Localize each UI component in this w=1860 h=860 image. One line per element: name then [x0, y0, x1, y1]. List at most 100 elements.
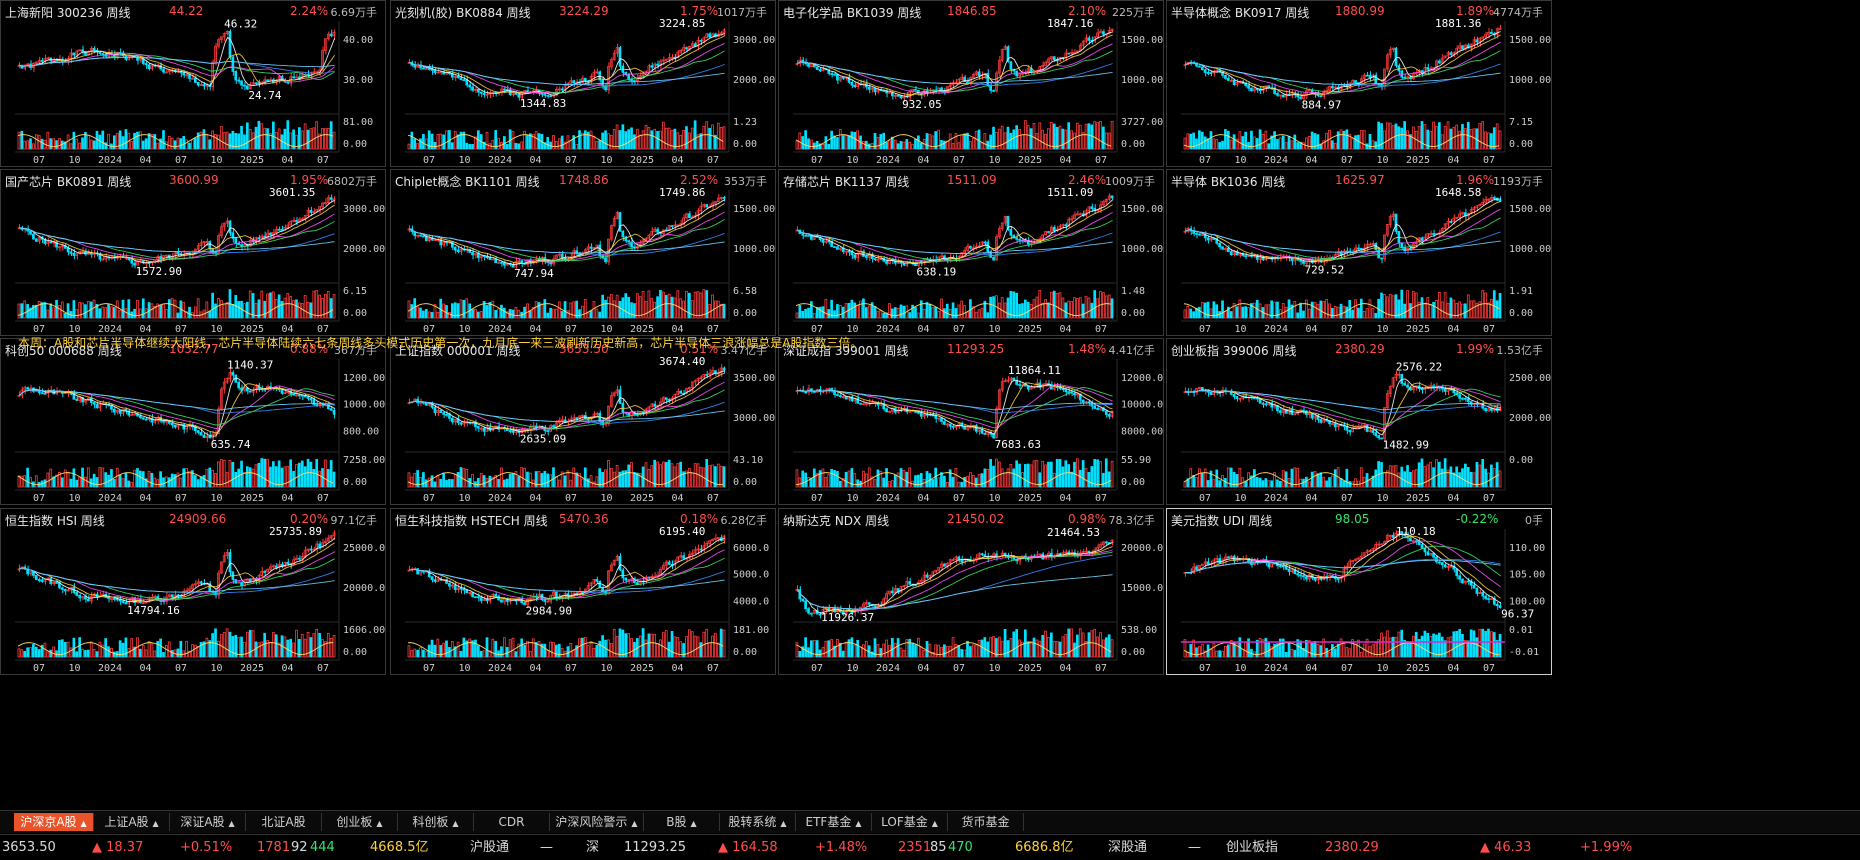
volume-bar — [668, 460, 670, 487]
volume-bar — [1036, 461, 1038, 487]
volume-bar — [903, 470, 905, 487]
moving-average-line — [797, 230, 1112, 253]
y-tick-label: 1500.00 — [1121, 35, 1163, 46]
candle-body — [619, 556, 621, 569]
candle-body — [501, 262, 503, 263]
volume-bar — [579, 131, 581, 149]
volume-bar — [322, 128, 324, 149]
candle-body — [1079, 45, 1081, 51]
candle-body — [1467, 399, 1469, 402]
volume-bar — [949, 309, 951, 318]
volume-bar — [1013, 130, 1015, 149]
volume-bar — [686, 291, 688, 318]
moving-average-line — [797, 35, 1112, 95]
candle-body — [723, 368, 725, 370]
volume-bar — [1245, 307, 1247, 318]
volume-bar — [165, 309, 167, 318]
volume-bar — [1036, 134, 1038, 149]
volume-bar — [1265, 479, 1267, 487]
volume-bar — [1187, 306, 1189, 318]
volume-bar — [593, 482, 595, 487]
volume-bar — [215, 304, 217, 318]
candle-body — [819, 70, 821, 71]
volume-bar — [18, 649, 20, 657]
volume-bar — [270, 293, 272, 318]
volume-bar — [431, 476, 433, 487]
volume-bar — [581, 479, 583, 487]
volume-bar — [84, 477, 86, 487]
x-tick-label: 10 — [458, 155, 470, 166]
candle-body — [235, 71, 237, 80]
candle-body — [706, 205, 708, 207]
x-tick-label: 10 — [1234, 155, 1246, 166]
volume-bar — [139, 649, 141, 657]
volume-bar — [515, 307, 517, 318]
volume-bar — [105, 473, 107, 487]
volume-bar — [943, 309, 945, 318]
volume-bar — [602, 472, 604, 487]
volume-bar — [990, 459, 992, 487]
candle-body — [293, 220, 295, 221]
volume-bar — [1473, 473, 1475, 487]
volume-bar — [1050, 292, 1052, 318]
volume-bar — [648, 291, 650, 318]
candle-body — [1490, 409, 1492, 411]
candle-body — [593, 579, 595, 583]
candle-body — [503, 263, 505, 265]
candle-body — [448, 414, 450, 418]
volume-bar — [990, 135, 992, 149]
volume-bar — [587, 313, 589, 318]
volume-bar — [978, 475, 980, 487]
volume-bar — [1222, 476, 1224, 487]
candle-body — [451, 585, 453, 586]
candle-body — [220, 37, 222, 40]
candle-body — [1282, 409, 1284, 412]
candle-body — [1207, 72, 1209, 73]
volume-bar — [1053, 124, 1055, 149]
candle-body — [1279, 411, 1281, 413]
volume-bar — [561, 648, 563, 657]
volume-bar — [474, 640, 476, 657]
candle-body — [119, 410, 121, 413]
volume-bar — [680, 135, 682, 149]
x-tick-label: 07 — [953, 324, 965, 335]
volume-bar — [139, 132, 141, 149]
moving-average-line — [409, 203, 724, 263]
volume-bar — [538, 641, 540, 657]
candle-body — [469, 593, 471, 594]
candle-body — [1048, 232, 1050, 233]
volume-bar — [645, 125, 647, 149]
volume-bar — [38, 135, 40, 149]
volume-bar — [1357, 308, 1359, 318]
x-tick-label: 2024 — [98, 155, 122, 166]
volume-bar — [613, 301, 615, 318]
volume-bar — [828, 475, 830, 487]
volume-bar — [1050, 122, 1052, 149]
volume-bar — [414, 299, 416, 318]
volume-bar — [1004, 133, 1006, 149]
volume-bar — [474, 309, 476, 318]
volume-bar — [307, 302, 309, 318]
volume-bar — [1421, 459, 1423, 487]
moving-average-line — [797, 32, 1112, 96]
volume-bar — [304, 295, 306, 318]
candle-body — [688, 214, 690, 218]
candle-body — [834, 247, 836, 248]
volume-bar — [1082, 461, 1084, 487]
candle-body — [420, 235, 422, 236]
volume-bar — [215, 134, 217, 149]
